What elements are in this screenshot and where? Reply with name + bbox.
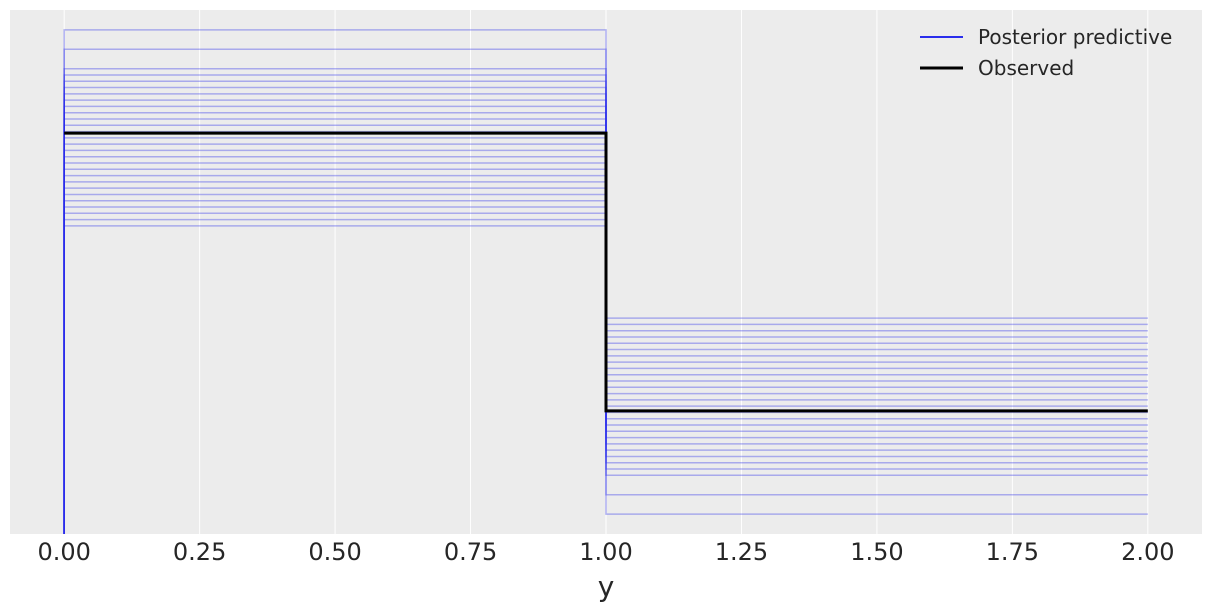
posterior-predictive-line [63,118,1148,534]
posterior-predictive-line [63,111,1148,534]
x-tick-label: 0.75 [444,538,497,566]
x-tick-label: 1.25 [715,538,768,566]
posterior-predictive-line [63,99,1148,534]
x-tick-label: 0.50 [308,538,361,566]
legend-posterior-predictive-label: Posterior predictive [978,25,1172,49]
observed-line [64,131,1148,413]
posterior-predictive-line [63,48,1148,534]
x-axis-label: y [598,570,615,603]
x-tick-label: 0.25 [173,538,226,566]
posterior-predictive-line [63,86,1148,534]
posterior-predictive-line [63,124,1148,534]
posterior-predictive-line [63,93,1148,534]
posterior-predictive-line [63,105,1148,534]
observed-line-group [64,131,1148,413]
posterior-predictive-line [63,74,1148,534]
legend-observed-label: Observed [978,56,1074,80]
legend: Posterior predictive Observed [920,25,1172,80]
posterior-predictive-lines [63,29,1148,534]
x-gridlines [63,10,1149,534]
x-tick-labels: 0.00 0.25 0.50 0.75 1.00 1.25 1.50 1.75 2.00 [37,538,1174,566]
posterior-predictive-line [63,80,1148,534]
posterior-predictive-line [63,67,1148,534]
posterior-predictive-line [63,130,1148,534]
x-tick-label: 0.00 [37,538,90,566]
x-tick-label: 1.50 [850,538,903,566]
x-tick-label: 1.75 [986,538,1039,566]
x-tick-label: 2.00 [1121,538,1174,566]
posterior-predictive-line [63,29,1148,534]
x-tick-label: 1.00 [579,538,632,566]
